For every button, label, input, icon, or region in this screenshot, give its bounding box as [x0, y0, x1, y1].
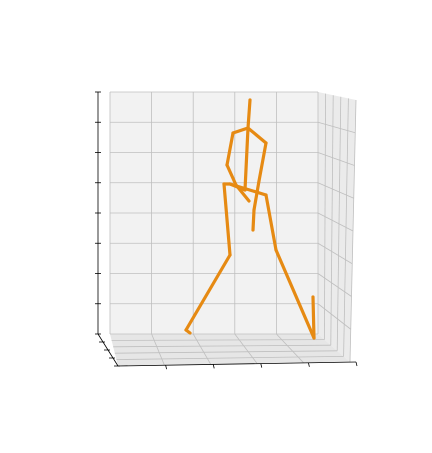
grid-line	[317, 303, 351, 330]
bone-neck-head_top	[246, 98, 252, 130]
grid-line	[317, 273, 352, 297]
grid-line	[114, 350, 338, 354]
bone-l_knee-l_ankle	[184, 253, 232, 332]
x-tick	[165, 365, 167, 370]
grid-line	[317, 182, 354, 199]
bone-r_hip-r_knee	[264, 193, 278, 252]
floor-pane	[110, 334, 350, 366]
side-pane	[318, 92, 356, 362]
bone-r_wrist-r_hand	[251, 208, 256, 232]
grid-line	[276, 333, 304, 364]
grid-line	[317, 121, 356, 134]
x-tick	[260, 363, 263, 368]
axes-ticks	[95, 91, 358, 370]
x-tick	[355, 361, 358, 367]
x-tick	[212, 364, 215, 369]
bone-r_ankle-r_toe	[311, 295, 316, 340]
bone-r_knee-r_ankle	[274, 248, 316, 340]
grid-line	[111, 339, 325, 341]
grid-line	[151, 333, 165, 366]
grid-line	[192, 333, 212, 365]
bone-l_ankle-l_toe	[184, 328, 192, 335]
bone-spine-neck	[243, 126, 250, 192]
skeleton-series	[184, 98, 316, 340]
bone-neck-l_shoulder	[231, 126, 250, 135]
grid-line	[116, 356, 344, 360]
axes-grid	[109, 91, 357, 366]
grid-line	[113, 344, 331, 348]
grid-line	[317, 212, 354, 232]
x-tick	[308, 362, 310, 367]
bone-r_elbow-r_wrist	[252, 179, 261, 212]
bone-l_elbow-l_wrist	[225, 163, 238, 187]
grid-line	[317, 152, 355, 166]
grid-line	[234, 333, 258, 364]
x-axis-line	[117, 361, 357, 367]
bone-l_hip-l_knee	[222, 182, 232, 257]
bone-r_shoulder-r_elbow	[257, 141, 268, 183]
bone-neck-r_shoulder	[246, 126, 268, 145]
grid-line	[317, 242, 353, 265]
bone-l_shoulder-l_elbow	[225, 131, 235, 167]
bone-l_wrist-l_hand	[234, 183, 251, 203]
